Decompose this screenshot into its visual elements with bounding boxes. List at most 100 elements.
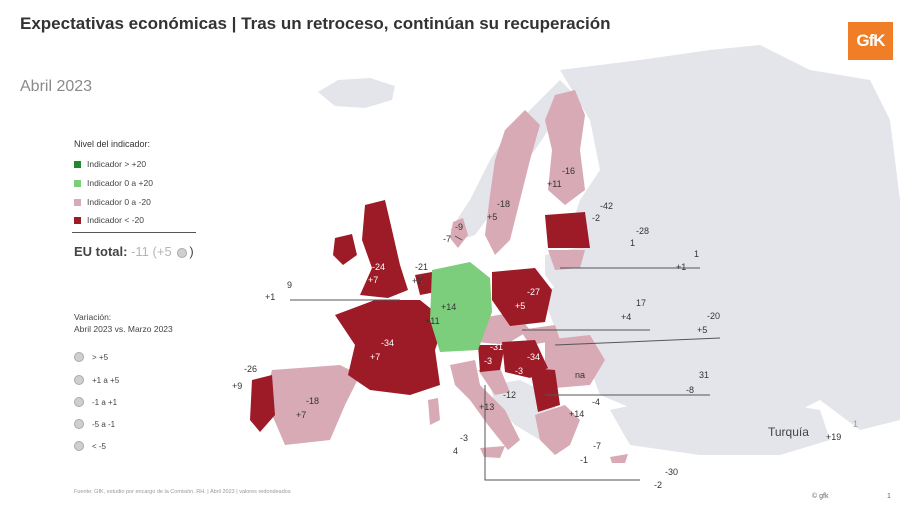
hungary-value: -34 <box>527 352 541 362</box>
netherlands-change: +2 <box>412 276 423 286</box>
leader-lines <box>290 235 721 481</box>
sweden-value: -18 <box>497 199 511 209</box>
estonia-change: -2 <box>592 213 601 223</box>
spain-change: +7 <box>296 410 307 420</box>
poland-change: +5 <box>515 301 526 311</box>
cyprus-change: -1 <box>580 455 589 465</box>
turkey-region <box>610 395 830 455</box>
eu-total: EU total: -11 (+5 ) <box>74 244 194 259</box>
variation-item: +1 a +5 <box>74 375 119 385</box>
greece-shape <box>535 405 580 455</box>
legend-label: Indicador 0 a -20 <box>87 197 151 207</box>
denmark-value: -9 <box>455 222 464 232</box>
iceland-region <box>318 78 395 108</box>
netherlands-value: -21 <box>415 262 429 272</box>
estonia-latvia-shape <box>545 212 590 248</box>
denmark-change: -7 <box>443 234 452 244</box>
greece-change: +14 <box>569 409 585 419</box>
variation-title: Variación: Abril 2023 vs. Marzo 2023 <box>74 312 173 334</box>
eu-total-label: EU total: <box>74 244 128 259</box>
source-note: Fuente: GfK, estudio por encargo de la C… <box>74 489 291 495</box>
change-dot-icon <box>74 375 84 385</box>
legend-swatch <box>74 179 81 187</box>
sardinia-shape <box>428 398 440 425</box>
page-number: 1 <box>887 493 891 500</box>
poland-shape <box>492 268 552 326</box>
turkey-value: 1 <box>853 419 859 429</box>
italy-change: 4 <box>453 446 459 456</box>
turkey-change: +19 <box>826 432 842 442</box>
cyprus-value: -7 <box>593 441 602 451</box>
ireland-shape <box>333 234 357 265</box>
spain-value: -18 <box>306 396 320 406</box>
lithuania-value: 1 <box>694 249 700 259</box>
uk-shape <box>360 200 408 298</box>
estonia-value: -42 <box>600 201 614 211</box>
uk-change: +7 <box>368 275 379 285</box>
malta-value: -30 <box>665 467 679 477</box>
finland-change: +11 <box>547 179 562 189</box>
legend-item: Indicador 0 a +20 <box>74 178 153 188</box>
bulgaria-shape <box>530 368 560 412</box>
legend-label: Indicador 0 a +20 <box>87 178 153 188</box>
spain-shape <box>268 365 360 445</box>
greece-value: -4 <box>592 397 601 407</box>
latvia-value: -28 <box>636 226 650 236</box>
legend-item: Indicador 0 a -20 <box>74 197 151 207</box>
variation-item: > +5 <box>74 352 108 362</box>
ireland-change: +1 <box>265 292 276 302</box>
austria-change: -3 <box>484 356 493 366</box>
lithuania-shape <box>548 250 585 270</box>
sicily-shape <box>480 446 505 458</box>
france-value: -34 <box>381 338 395 348</box>
change-dot-icon <box>74 352 84 362</box>
page-subtitle: Abril 2023 <box>20 78 93 95</box>
legend-item: Indicador > +20 <box>74 159 146 169</box>
change-dot-icon <box>74 441 84 451</box>
change-dot-icon <box>177 247 188 258</box>
poland-value: -27 <box>527 287 541 297</box>
eu-total-value: -11 <box>131 244 149 259</box>
germany-change: +11 <box>425 316 440 326</box>
france-shape <box>335 300 445 395</box>
finland-value: -16 <box>562 166 576 176</box>
legend-divider <box>72 232 196 233</box>
germany-value: +14 <box>441 302 457 312</box>
germany-shape <box>430 262 492 352</box>
sweden-change: +5 <box>487 212 498 222</box>
finland-shape <box>545 90 585 205</box>
legend-swatch <box>74 198 81 206</box>
copyright: © gfk <box>812 493 829 500</box>
bulgaria-value: 31 <box>699 370 710 380</box>
change-dot-icon <box>74 419 84 429</box>
turkey-label: Turquía <box>768 425 809 439</box>
portugal-value: -26 <box>244 364 258 374</box>
gfk-logo: GfK <box>848 22 893 60</box>
italy-value: -3 <box>460 433 469 443</box>
slovakia-change: +4 <box>621 312 632 322</box>
romania-value: -20 <box>707 311 721 321</box>
ireland-value: 9 <box>287 280 293 290</box>
variation-item: < -5 <box>74 441 106 451</box>
russia-region <box>560 45 900 430</box>
malta-change: -2 <box>654 480 663 490</box>
bulgaria-change: -8 <box>686 385 695 395</box>
cyprus-shape <box>610 454 628 463</box>
france-change: +7 <box>370 352 381 362</box>
legend-label: Indicador < -20 <box>87 215 144 225</box>
variation-item: -5 a -1 <box>74 419 115 429</box>
eu-total-close: ) <box>189 244 194 259</box>
slovakia-value: 17 <box>636 298 647 308</box>
change-dot-icon <box>74 397 84 407</box>
romania-change: +5 <box>697 325 708 335</box>
eu-total-change: (+5 <box>152 244 172 259</box>
latvia-change: 1 <box>630 238 636 248</box>
legend-title: Nivel del indicador: <box>74 139 151 149</box>
uk-value: -24 <box>372 262 386 272</box>
legend-swatch <box>74 160 81 168</box>
sweden-shape <box>485 110 540 255</box>
austria-value: -31 <box>490 342 504 352</box>
serbia-value: na <box>575 370 586 380</box>
